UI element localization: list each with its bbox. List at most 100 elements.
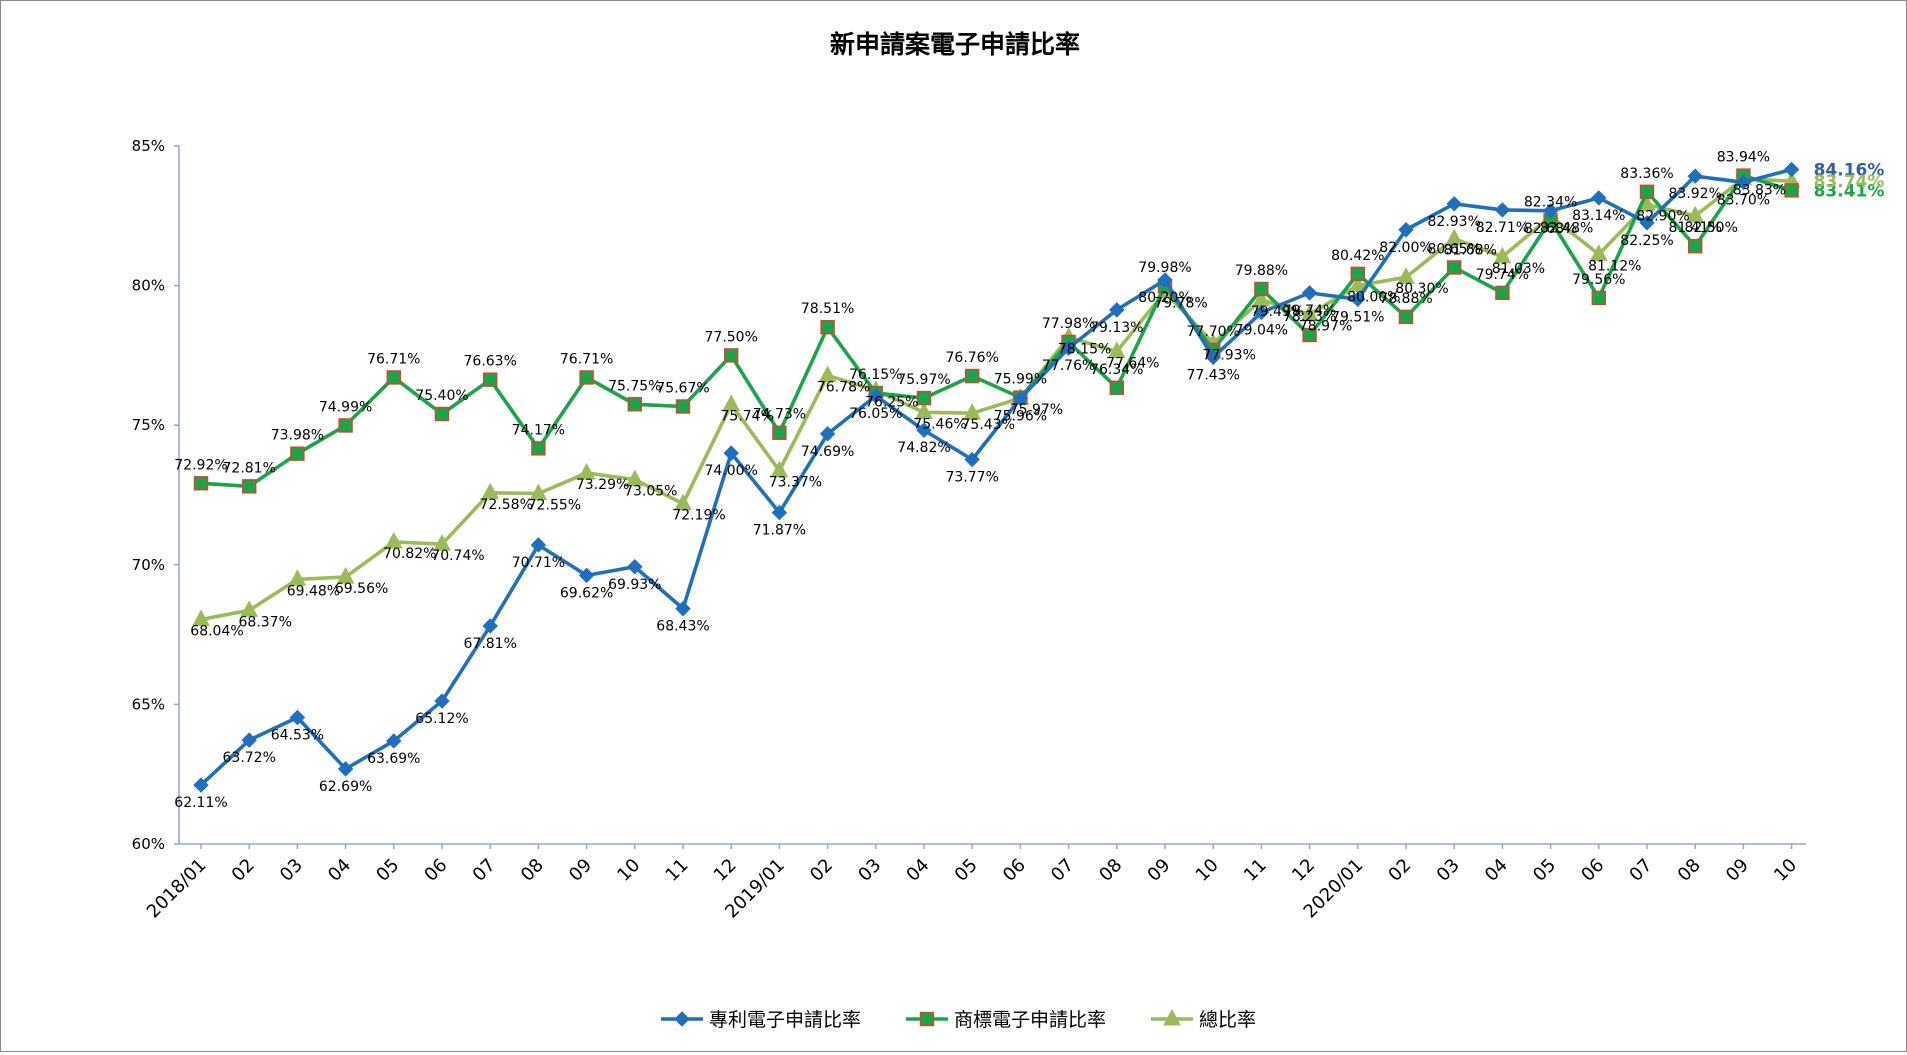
data-point-triangle (577, 462, 596, 480)
data-label: 75.75% (608, 378, 661, 394)
data-label: 79.74% (1476, 267, 1529, 283)
data-point-triangle (384, 531, 403, 549)
data-point-square (1302, 327, 1317, 343)
data-label: 79.56% (1572, 272, 1625, 288)
data-label: 69.62% (560, 585, 613, 601)
data-point-triangle (1397, 267, 1415, 284)
data-point-diamond (723, 445, 739, 461)
data-label: 79.88% (1235, 263, 1288, 279)
data-point-diamond (627, 559, 643, 575)
data-label: 75.43% (962, 417, 1015, 433)
data-label: 72.58% (480, 497, 533, 513)
data-point-diamond (1012, 390, 1029, 407)
data-label: 83.36% (1620, 166, 1673, 182)
data-point-diamond (289, 709, 306, 726)
data-point-diamond (771, 504, 788, 521)
series-line (200, 176, 1792, 622)
x-tick-label: 09 (1722, 855, 1753, 886)
data-label: 64.53% (271, 728, 324, 744)
y-tick-label: 65% (132, 695, 165, 713)
data-label: 82.00% (1379, 240, 1432, 256)
data-point-triangle (1493, 246, 1512, 264)
data-point-diamond (1783, 161, 1800, 178)
data-point-square (338, 418, 353, 433)
data-point-triangle (818, 365, 837, 383)
data-label: 69.93% (608, 577, 661, 593)
data-label: 72.55% (528, 498, 581, 514)
chart-title: 新申請案電子申請比率 (830, 30, 1080, 59)
data-label: 76.71% (560, 351, 613, 367)
data-point-square (386, 370, 401, 385)
x-tick-label: 03 (276, 855, 307, 886)
data-label: 67.81% (464, 636, 517, 652)
data-label: 83.14% (1572, 208, 1625, 224)
x-tick-label: 02 (1384, 855, 1415, 886)
x-tick-label: 04 (1481, 855, 1512, 886)
data-point-triangle (770, 460, 789, 478)
data-label: 68.04% (190, 624, 243, 640)
data-point-diamond (386, 733, 402, 749)
data-label: 76.63% (464, 354, 517, 370)
data-label: 63.69% (367, 751, 420, 767)
data-point-diamond (964, 451, 980, 468)
data-point-square (724, 348, 739, 363)
x-tick-label: 12 (1288, 855, 1319, 886)
data-label: 81.12% (1588, 258, 1641, 274)
x-tick-label: 08 (517, 855, 548, 886)
x-tick-label: 07 (1047, 855, 1078, 886)
y-tick-label: 80% (132, 277, 165, 295)
data-label: 74.69% (801, 444, 854, 460)
data-label: 76.25% (865, 394, 918, 410)
data-label: 75.74% (721, 409, 774, 425)
data-label: 80.65% (1428, 241, 1481, 257)
data-label: 77.93% (1203, 347, 1256, 363)
data-point-square (1398, 309, 1414, 325)
data-label: 79.04% (1235, 322, 1288, 338)
data-label: 62.11% (174, 795, 227, 811)
data-label: 69.48% (287, 583, 340, 599)
legend-label: 總比率 (1199, 1009, 1256, 1031)
data-label: 74.82% (897, 440, 950, 456)
data-point-diamond (434, 693, 450, 709)
data-label: 75.97% (1010, 402, 1063, 418)
data-label: 79.49% (1251, 304, 1304, 320)
data-label: 77.98% (1042, 316, 1095, 332)
data-label: 74.00% (705, 463, 758, 479)
x-tick-label: 06 (1577, 855, 1608, 886)
data-label: 82.68% (1524, 221, 1577, 237)
data-label-final: 84.16% (1814, 160, 1885, 180)
data-label: 70.74% (431, 548, 484, 564)
data-point-triangle (481, 482, 500, 500)
series-layer (192, 161, 1801, 793)
data-point-triangle (336, 567, 355, 584)
x-tick-label: 11 (661, 855, 692, 886)
x-tick-label: 04 (324, 855, 355, 886)
data-label: 80.00% (1347, 290, 1400, 306)
data-point-square (1687, 239, 1703, 254)
data-point-diamond (1398, 222, 1414, 238)
data-point-triangle (1589, 244, 1608, 261)
x-tick-label: 07 (469, 855, 500, 886)
x-tick-label: 02 (228, 855, 259, 886)
x-tick-label: 05 (372, 855, 403, 886)
data-label: 78.23% (1283, 309, 1336, 325)
data-point-diamond (1735, 174, 1752, 191)
data-label: 76.71% (367, 351, 420, 367)
data-label: 73.05% (624, 484, 677, 500)
data-label: 77.43% (1187, 367, 1240, 383)
data-point-diamond (578, 567, 595, 584)
data-point-diamond (193, 777, 209, 793)
data-label: 81.03% (1492, 261, 1545, 277)
x-tick-label: 04 (902, 855, 933, 886)
x-tick-label: 08 (1674, 855, 1705, 886)
data-point-triangle (915, 402, 933, 419)
data-point-diamond (1446, 196, 1462, 212)
data-label: 77.64% (1106, 355, 1159, 371)
x-tick-label: 05 (951, 855, 982, 886)
x-tick-label: 2018/01 (143, 855, 211, 923)
data-label: 79.78% (1154, 296, 1207, 312)
legend-label: 商標電子申請比率 (954, 1009, 1106, 1031)
data-label: 76.78% (817, 380, 870, 396)
x-tick-label: 05 (1529, 855, 1560, 886)
